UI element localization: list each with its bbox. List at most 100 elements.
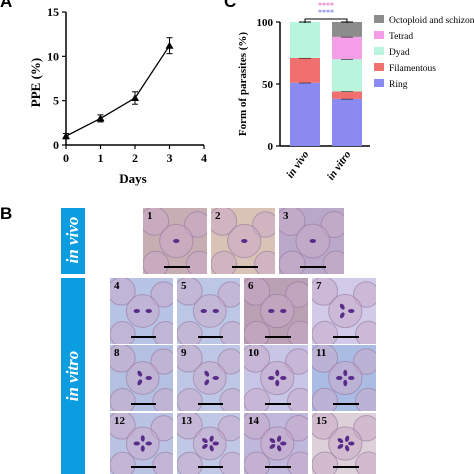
data-point	[165, 41, 174, 49]
micrograph-number: 7	[316, 280, 322, 292]
parasite	[269, 438, 276, 444]
red-blood-cell	[254, 250, 275, 274]
parasite	[140, 445, 145, 452]
red-blood-cell	[312, 320, 339, 344]
bar-segment	[332, 36, 362, 60]
x-tick-label: 3	[167, 151, 173, 165]
parasite	[276, 445, 282, 452]
bar-segment	[332, 98, 362, 146]
red-blood-cell	[152, 388, 173, 411]
parasite	[200, 308, 207, 314]
red-blood-cell	[125, 426, 160, 461]
scale-bar	[131, 466, 156, 468]
micrograph-number: 11	[316, 347, 327, 359]
red-blood-cell	[260, 360, 295, 396]
red-blood-cell	[285, 348, 308, 375]
parasite	[133, 441, 140, 446]
micrograph-1: 1	[143, 208, 207, 274]
y-axis-label: PPE (%)	[28, 58, 43, 107]
red-blood-cell	[260, 293, 295, 329]
parasite	[202, 443, 208, 449]
red-blood-cell	[217, 281, 240, 308]
parasite	[145, 441, 152, 446]
panel-b-letter: B	[0, 204, 13, 223]
parasite	[337, 443, 344, 449]
legend-swatch	[374, 79, 384, 87]
scale-bar	[265, 466, 291, 468]
data-point	[62, 132, 70, 140]
bar-segment	[290, 22, 320, 58]
micrograph-number: 5	[181, 280, 187, 292]
red-blood-cell	[219, 388, 240, 411]
red-blood-cell	[312, 345, 339, 373]
panel-c-letter: C	[224, 0, 237, 11]
micrograph-number: 13	[181, 415, 192, 427]
micrograph-number: 14	[248, 415, 259, 427]
cell-drawing	[279, 208, 344, 274]
parasite	[339, 303, 345, 310]
cell-drawing	[177, 345, 240, 411]
red-blood-cell	[285, 281, 308, 308]
bar-segment	[290, 57, 320, 83]
red-blood-cell	[177, 278, 203, 306]
parasite	[133, 308, 140, 314]
micrograph-2: 2	[211, 208, 275, 274]
micrograph-15: 15	[312, 413, 376, 474]
bar-segment	[290, 82, 320, 146]
red-blood-cell	[184, 211, 207, 238]
y-tick-label: 50	[262, 79, 274, 91]
red-blood-cell	[328, 360, 363, 396]
red-blood-cell	[143, 208, 170, 236]
parasite	[348, 376, 355, 380]
scale-bar	[232, 266, 258, 268]
scale-bar	[333, 336, 359, 338]
red-blood-cell	[110, 345, 136, 373]
micrograph-number: 12	[114, 415, 125, 427]
red-blood-cell	[110, 413, 136, 440]
micrograph-number: 8	[114, 347, 120, 359]
y-axis-label: Form of parasites (%)	[237, 32, 249, 137]
x-tick-label: 2	[132, 151, 138, 165]
red-blood-cell	[219, 321, 240, 344]
red-blood-cell	[211, 208, 238, 236]
red-blood-cell	[143, 250, 170, 274]
red-blood-cell	[328, 426, 363, 461]
red-blood-cell	[177, 345, 203, 373]
y-tick-label: 0	[53, 138, 59, 152]
scale-bar	[333, 403, 359, 405]
micrograph-number: 2	[215, 210, 221, 222]
red-blood-cell	[125, 361, 160, 395]
parasite	[145, 309, 152, 313]
red-blood-cell	[192, 294, 227, 328]
micrograph-number: 4	[114, 280, 120, 292]
red-blood-cell	[192, 426, 227, 461]
red-blood-cell	[110, 278, 136, 306]
legend-swatch	[374, 31, 384, 39]
parasite	[280, 441, 287, 446]
micrograph-number: 3	[283, 210, 289, 222]
data-point	[131, 94, 139, 102]
red-blood-cell	[110, 321, 136, 344]
micrograph-13: 13	[177, 413, 240, 474]
red-blood-cell	[312, 278, 339, 306]
parasite	[202, 438, 208, 444]
parasite	[337, 438, 344, 444]
cell-drawing	[244, 413, 308, 474]
micrograph-number: 10	[248, 347, 259, 359]
panel-a-letter: A	[0, 0, 13, 11]
parasite	[343, 379, 348, 387]
parasite	[280, 309, 287, 313]
red-blood-cell	[150, 348, 173, 375]
cell-drawing	[312, 345, 376, 411]
parasite	[204, 370, 210, 377]
cell-drawing	[177, 278, 240, 344]
legend-label: Tetrad	[389, 32, 413, 42]
cell-drawing	[211, 208, 275, 274]
red-blood-cell	[355, 451, 376, 474]
red-blood-cell	[177, 413, 203, 440]
micrograph-number: 1	[147, 210, 153, 222]
red-blood-cell	[244, 320, 271, 344]
red-blood-cell	[177, 321, 203, 344]
micrograph-14: 14	[244, 413, 308, 474]
micrograph-10: 10	[244, 345, 308, 411]
